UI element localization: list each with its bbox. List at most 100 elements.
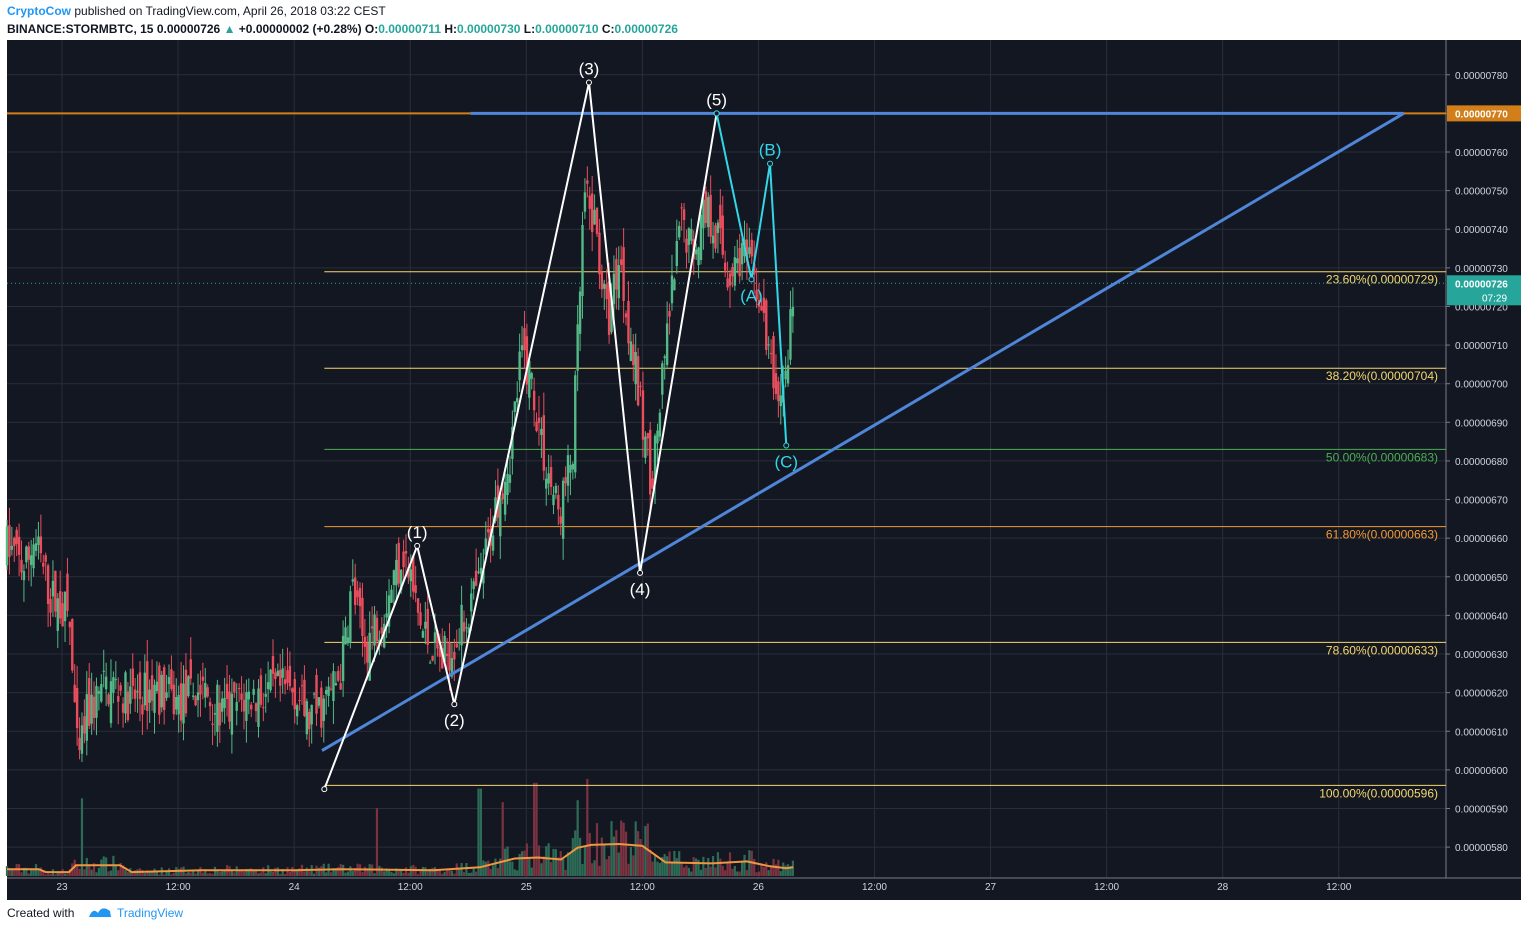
volume-bar <box>143 873 146 876</box>
volume-bar <box>121 865 125 876</box>
volume-bar <box>728 852 732 876</box>
volume-bar <box>240 870 243 876</box>
candle-body <box>549 467 553 488</box>
volume-bar <box>109 870 113 876</box>
publish-info: CryptoCow published on TradingView.com, … <box>7 4 386 18</box>
fib-level-label: 78.60%(0.00000633) <box>1326 643 1438 657</box>
chart-canvas[interactable]: 0.00000780 0.00000770 0.00000760 0.00000750… <box>0 40 1521 900</box>
volume-bar <box>233 872 236 876</box>
candle-body <box>399 569 403 591</box>
volume-bar <box>436 869 439 876</box>
candle-body <box>629 341 633 362</box>
volume-bar <box>155 872 159 876</box>
candle-body <box>535 421 538 431</box>
candle-body <box>571 464 575 470</box>
candle-body <box>699 214 703 260</box>
candle-body <box>390 589 393 603</box>
candle-body <box>624 313 628 318</box>
candle-body <box>237 687 241 690</box>
candle-body <box>337 670 340 681</box>
low-label: L: <box>523 22 536 36</box>
y-tick-label: 0.00000670 <box>1455 496 1508 507</box>
y-tick-label: 0.00000660 <box>1455 534 1508 545</box>
volume-bar <box>523 850 526 876</box>
author-link[interactable]: CryptoCow <box>7 4 71 18</box>
volume-bar <box>404 867 408 876</box>
candle-body <box>714 225 717 249</box>
volume-bar <box>714 867 717 876</box>
open-label: O: <box>364 22 379 36</box>
volume-bar <box>695 858 698 876</box>
candle-body <box>5 526 9 566</box>
volume-bar <box>680 862 683 876</box>
symbol-label[interactable]: BINANCE:STORMBTC, 15 <box>7 22 154 36</box>
volume-bar <box>298 868 301 876</box>
candle-body <box>752 263 756 275</box>
candle-body <box>146 661 149 711</box>
y-tick-label: 0.00000690 <box>1455 418 1508 429</box>
volume-bar <box>516 870 519 876</box>
candle-body <box>769 353 773 355</box>
candle-body <box>254 703 258 712</box>
candle-body <box>83 716 86 734</box>
candle-body <box>528 360 531 398</box>
volume-bar <box>165 871 168 876</box>
tradingview-brand-link[interactable]: TradingView <box>117 906 184 920</box>
candle-body <box>610 300 613 333</box>
volume-bar <box>238 869 241 876</box>
volume-bar <box>784 865 787 876</box>
volume-bar <box>315 865 318 876</box>
volume-bar <box>617 852 620 876</box>
x-tick-label: 12:00 <box>630 882 655 893</box>
candle-body <box>88 677 91 726</box>
candle-body <box>392 570 396 585</box>
candle-body <box>54 570 57 612</box>
candle-body <box>177 694 180 715</box>
price-change: +0.00000002 (+0.28%) <box>238 22 362 36</box>
volume-bar <box>578 837 582 876</box>
volume-bar <box>312 873 316 876</box>
volume-bar <box>709 866 712 876</box>
candle-body <box>208 702 212 707</box>
candle-body <box>419 612 422 626</box>
candle-body <box>95 685 98 718</box>
chart-area[interactable]: 0.00000780 0.00000770 0.00000760 0.00000750… <box>0 40 1521 900</box>
volume-bar <box>5 866 9 876</box>
x-tick-label: 12:00 <box>1094 882 1119 893</box>
volume-bar <box>511 861 514 876</box>
volume-bar <box>607 856 611 876</box>
volume-bar <box>467 872 470 876</box>
candle-body <box>170 669 173 689</box>
candle-body <box>511 426 514 459</box>
volume-bar <box>25 867 28 876</box>
candle-body <box>736 258 739 264</box>
volume-bar <box>49 873 52 876</box>
volume-bar <box>518 853 521 876</box>
volume-bar <box>448 869 451 876</box>
volume-bar <box>666 856 669 876</box>
impulse-wave-path <box>323 82 718 790</box>
candle-body <box>537 417 541 424</box>
volume-bar <box>450 870 454 876</box>
x-tick-label: 12:00 <box>398 882 423 893</box>
volume-bar <box>424 867 427 876</box>
volume-bar <box>10 869 13 876</box>
volume-bar <box>685 865 688 876</box>
volume-bar <box>8 868 11 876</box>
volume-bar <box>549 862 553 876</box>
volume-bar <box>100 859 103 876</box>
volume-bar <box>281 868 284 876</box>
volume-bar <box>789 866 792 876</box>
volume-bar <box>22 867 26 876</box>
candle-body <box>564 477 567 484</box>
candle-body <box>349 591 352 643</box>
volume-bar <box>107 871 110 876</box>
tradingview-logo-icon[interactable] <box>88 905 112 924</box>
volume-bar <box>305 867 308 876</box>
candle-body <box>109 681 113 724</box>
candle-body <box>649 429 652 495</box>
candle-body <box>117 696 120 702</box>
candle-body <box>155 681 159 692</box>
time-axis-background <box>7 878 1521 900</box>
volume-bar <box>641 847 645 876</box>
